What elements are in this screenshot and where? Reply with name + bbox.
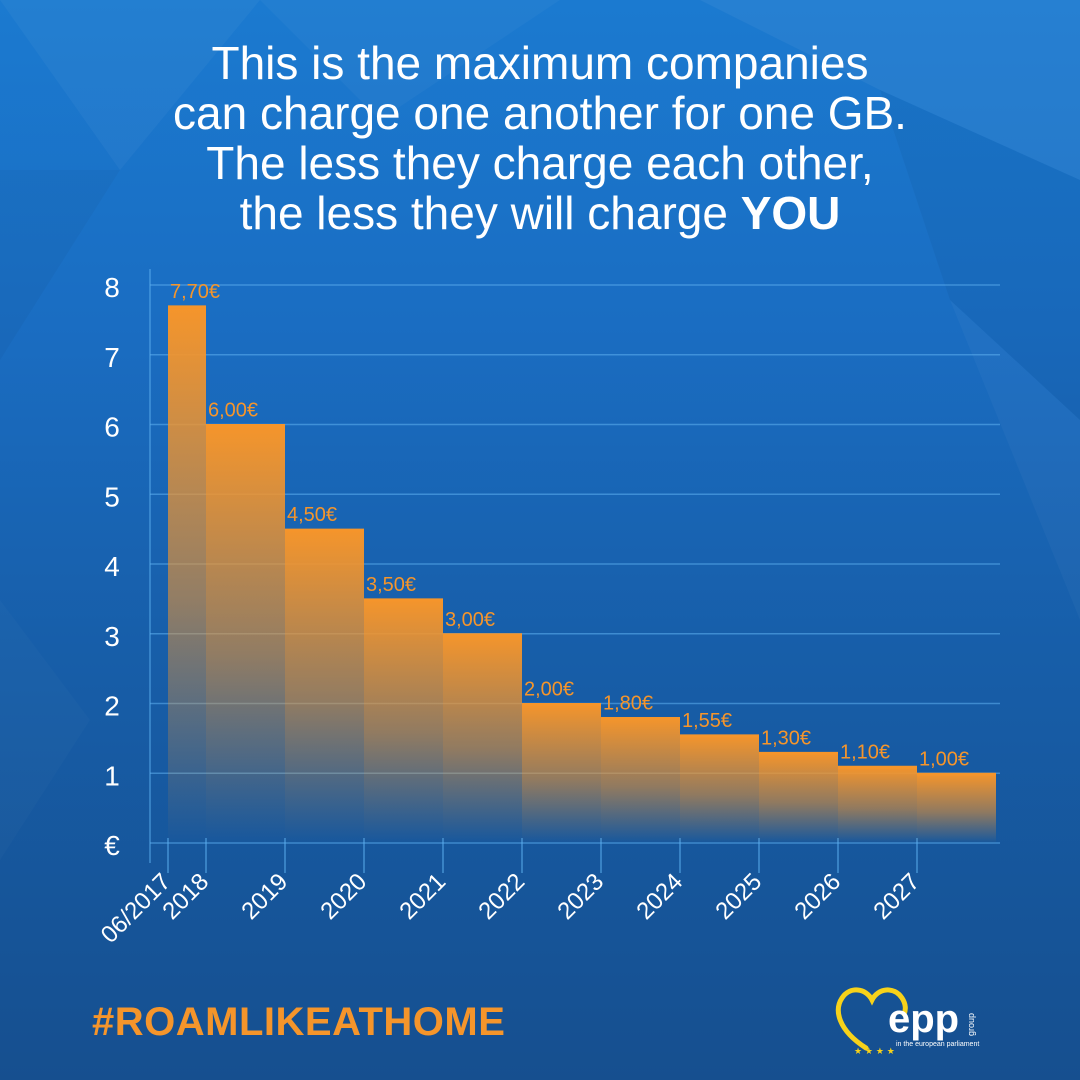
x-tick-label: 2027 xyxy=(868,868,925,925)
data-label: 6,00€ xyxy=(208,400,258,422)
headline-line-4: the less they will charge YOU xyxy=(0,188,1080,238)
headline-line-3: The less they charge each other, xyxy=(206,137,874,189)
data-label: 1,30€ xyxy=(761,727,811,749)
x-tick-label: 2022 xyxy=(473,868,530,925)
hashtag: #ROAMLIKEATHOME xyxy=(92,1000,506,1044)
data-label: 7,70€ xyxy=(170,281,220,303)
y-tick-label: 2 xyxy=(104,691,120,722)
data-labels: 7,70€ 6,00€ 4,50€ 3,50€ 3,00€ 2,00€ 1,80€ 1,55€… xyxy=(170,281,969,770)
data-label: 1,10€ xyxy=(840,741,890,763)
bar-2020 xyxy=(364,598,443,843)
logo-stars-icon: ★ ★ ★ ★ xyxy=(854,1047,895,1057)
y-tick-label: 6 xyxy=(104,412,120,443)
logo-side-text: group xyxy=(966,1013,976,1036)
data-label: 1,00€ xyxy=(919,748,969,770)
headline-line-1: This is the maximum companies xyxy=(211,37,869,89)
bar-2025 xyxy=(759,752,838,843)
y-tick-label: 3 xyxy=(104,621,120,652)
data-label: 4,50€ xyxy=(287,504,337,526)
x-tick-label: 2021 xyxy=(394,868,451,925)
bar-2023 xyxy=(601,717,680,843)
bar-2026 xyxy=(838,766,917,843)
data-label: 1,80€ xyxy=(603,692,653,714)
heart-outline-icon xyxy=(835,987,908,1051)
bar-2022 xyxy=(522,703,601,843)
bar-2021 xyxy=(443,633,522,843)
data-label: 3,00€ xyxy=(445,609,495,631)
bar-2018 xyxy=(206,424,285,843)
logo-subtitle: in the european parliament xyxy=(896,1041,979,1048)
x-tick-label: 2023 xyxy=(552,868,609,925)
bar-2019 xyxy=(285,529,364,843)
epp-group-logo: ★ ★ ★ ★ epp group in the european parlia… xyxy=(832,978,1012,1058)
y-tick-label: 7 xyxy=(104,342,120,373)
period-divider-lines xyxy=(167,838,918,873)
bar-2024 xyxy=(680,734,759,843)
x-tick-label: 2019 xyxy=(236,868,293,925)
x-tick-label: 2026 xyxy=(789,868,846,925)
headline-line-2: can charge one another for one GB. xyxy=(173,87,907,139)
x-tick-label: 2025 xyxy=(710,868,767,925)
headline: This is the maximum companies can charge… xyxy=(0,38,1080,238)
data-label: 2,00€ xyxy=(524,679,574,701)
y-axis-ticks: €1 2 3 4 5 6 7 8 xyxy=(104,272,120,861)
x-tick-label: 2020 xyxy=(315,868,372,925)
headline-line-4-text: the less they will charge xyxy=(239,187,741,239)
bars xyxy=(168,305,996,843)
data-label: 3,50€ xyxy=(366,574,416,596)
bar-06/2017 xyxy=(168,305,206,843)
y-tick-label: 8 xyxy=(104,272,120,303)
y-tick-label: 5 xyxy=(104,481,120,512)
x-tick-label: 2018 xyxy=(157,868,214,925)
data-label: 1,55€ xyxy=(682,710,732,732)
bar-2027 xyxy=(917,773,996,843)
logo-wordmark: epp xyxy=(888,997,959,1041)
y-tick-label: 4 xyxy=(104,551,120,582)
y-tick-label: 1 xyxy=(104,760,120,791)
x-tick-label: 2024 xyxy=(631,868,688,925)
y-tick-label: € xyxy=(104,830,120,861)
headline-emphasis: YOU xyxy=(740,187,841,239)
